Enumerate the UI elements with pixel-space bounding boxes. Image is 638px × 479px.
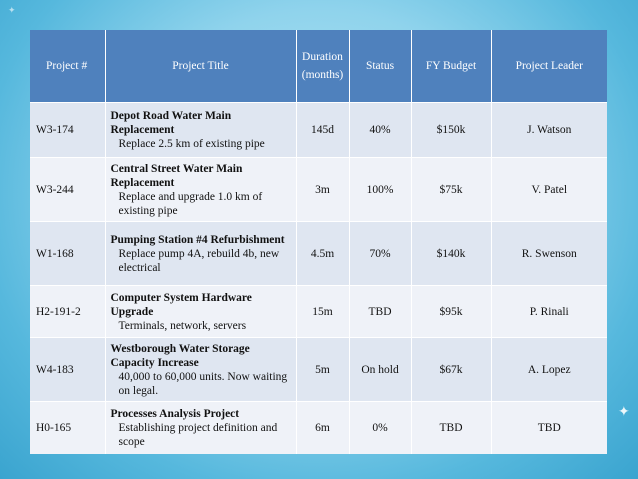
sparkle-decoration: ✦ bbox=[8, 6, 16, 16]
leader-cell: TBD bbox=[491, 401, 607, 454]
project-number-cell: H2-191-2 bbox=[30, 285, 106, 338]
leader-cell: J. Watson bbox=[491, 102, 607, 158]
duration-cell: 3m bbox=[296, 157, 350, 222]
project-title: Computer System Hardware Upgrade bbox=[110, 291, 252, 318]
budget-cell: $95k bbox=[411, 285, 492, 338]
budget-cell: TBD bbox=[411, 401, 492, 454]
project-title-cell: Pumping Station #4 Refurbishment Replace… bbox=[105, 221, 297, 286]
status-cell: On hold bbox=[349, 337, 412, 402]
project-number-cell: H0-165 bbox=[30, 401, 106, 454]
header-project-title: Project Title bbox=[105, 30, 297, 103]
table-row: H2-191-2 Computer System Hardware Upgrad… bbox=[30, 285, 607, 338]
sparkle-decoration: ✦ bbox=[618, 404, 630, 420]
project-title: Westborough Water Storage Capacity Incre… bbox=[110, 342, 250, 369]
project-title-cell: Computer System Hardware Upgrade Termina… bbox=[105, 285, 297, 338]
duration-cell: 145d bbox=[296, 102, 350, 158]
project-description: Replace 2.5 km of existing pipe bbox=[118, 138, 265, 150]
budget-cell: $140k bbox=[411, 221, 492, 286]
project-title: Processes Analysis Project bbox=[110, 407, 240, 420]
project-number-cell: W4-183 bbox=[30, 337, 106, 402]
project-title: Depot Road Water Main Replacement bbox=[110, 110, 232, 136]
table-row: W3-174 Depot Road Water Main Replacement… bbox=[30, 102, 607, 158]
budget-cell: $67k bbox=[411, 337, 492, 402]
budget-cell: $150k bbox=[411, 102, 492, 158]
status-cell: TBD bbox=[349, 285, 412, 338]
duration-cell: 6m bbox=[296, 401, 350, 454]
duration-cell: 15m bbox=[296, 285, 350, 338]
project-title-cell: Westborough Water Storage Capacity Incre… bbox=[105, 337, 297, 402]
table-header-row: Project # Project Title Duration (months… bbox=[30, 30, 607, 103]
table-row: H0-165 Processes Analysis Project Establ… bbox=[30, 401, 607, 454]
header-status: Status bbox=[349, 30, 412, 103]
project-description: 40,000 to 60,000 units. Now waiting on l… bbox=[118, 370, 288, 397]
status-cell: 100% bbox=[349, 157, 412, 222]
leader-cell: V. Patel bbox=[491, 157, 607, 222]
project-title: Central Street Water Main Replacement bbox=[110, 162, 243, 189]
project-number-cell: W3-174 bbox=[30, 102, 106, 158]
project-title-cell: Depot Road Water Main Replacement Replac… bbox=[105, 102, 297, 158]
project-title: Pumping Station #4 Refurbishment bbox=[110, 233, 285, 246]
header-duration: Duration (months) bbox=[296, 30, 350, 103]
project-table: Project # Project Title Duration (months… bbox=[30, 30, 607, 454]
project-number-cell: W3-244 bbox=[30, 157, 106, 222]
leader-cell: A. Lopez bbox=[491, 337, 607, 402]
leader-cell: R. Swenson bbox=[491, 221, 607, 286]
status-cell: 40% bbox=[349, 102, 412, 158]
header-project-leader: Project Leader bbox=[491, 30, 607, 103]
project-number-cell: W1-168 bbox=[30, 221, 106, 286]
status-cell: 70% bbox=[349, 221, 412, 286]
budget-cell: $75k bbox=[411, 157, 492, 222]
duration-cell: 5m bbox=[296, 337, 350, 402]
status-cell: 0% bbox=[349, 401, 412, 454]
project-description: Terminals, network, servers bbox=[118, 319, 247, 332]
header-project-number: Project # bbox=[30, 30, 106, 103]
project-description: Replace pump 4A, rebuild 4b, new electri… bbox=[118, 247, 280, 274]
header-fy-budget: FY Budget bbox=[411, 30, 492, 103]
leader-cell: P. Rinali bbox=[491, 285, 607, 338]
table-row: W4-183 Westborough Water Storage Capacit… bbox=[30, 337, 607, 402]
project-description: Establishing project definition and scop… bbox=[118, 421, 278, 448]
project-description: Replace and upgrade 1.0 km of existing p… bbox=[118, 190, 263, 217]
project-title-cell: Processes Analysis Project Establishing … bbox=[105, 401, 297, 454]
table-row: W1-168 Pumping Station #4 Refurbishment … bbox=[30, 221, 607, 286]
table-row: W3-244 Central Street Water Main Replace… bbox=[30, 157, 607, 222]
duration-cell: 4.5m bbox=[296, 221, 350, 286]
project-title-cell: Central Street Water Main Replacement Re… bbox=[105, 157, 297, 222]
